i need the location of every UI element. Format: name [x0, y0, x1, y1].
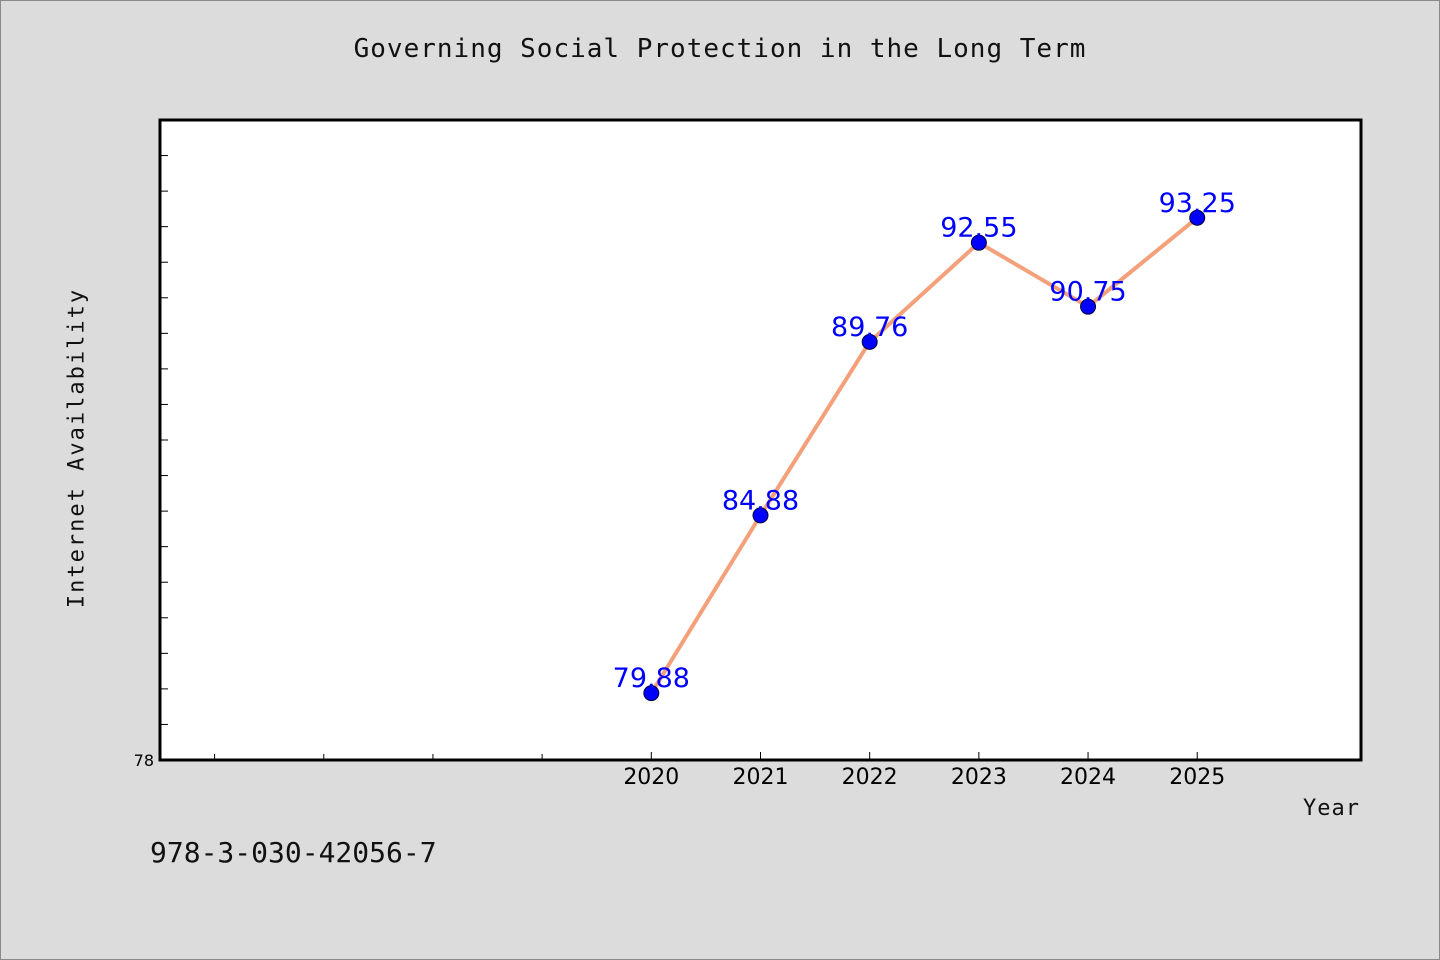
plot-area [158, 118, 1363, 762]
x-tick-label: 2020 [623, 765, 679, 790]
data-label: 93.25 [1159, 188, 1236, 219]
y-tick-label: 78 [134, 751, 154, 770]
x-tick-label: 2025 [1169, 765, 1225, 790]
data-point [970, 234, 987, 251]
data-point [1080, 298, 1097, 315]
data-label: 84.88 [722, 485, 799, 516]
data-point [861, 333, 878, 350]
x-tick-label: 2022 [842, 765, 898, 790]
data-point [752, 507, 769, 524]
data-label: 89.76 [831, 312, 908, 343]
x-axis-label: Year [1303, 796, 1360, 821]
data-label: 79.88 [613, 663, 690, 694]
data-point [643, 685, 660, 702]
x-tick-label: 2023 [951, 765, 1007, 790]
x-tick-label: 2024 [1060, 765, 1116, 790]
chart-title: Governing Social Protection in the Long … [353, 34, 1087, 64]
data-label: 90.75 [1049, 277, 1126, 308]
series-line [649, 215, 1200, 696]
x-tick-label: 2021 [733, 765, 789, 790]
data-point [1189, 209, 1206, 226]
data-label: 92.55 [940, 213, 1017, 244]
footnote-isbn: 978-3-030-42056-7 [150, 836, 437, 869]
